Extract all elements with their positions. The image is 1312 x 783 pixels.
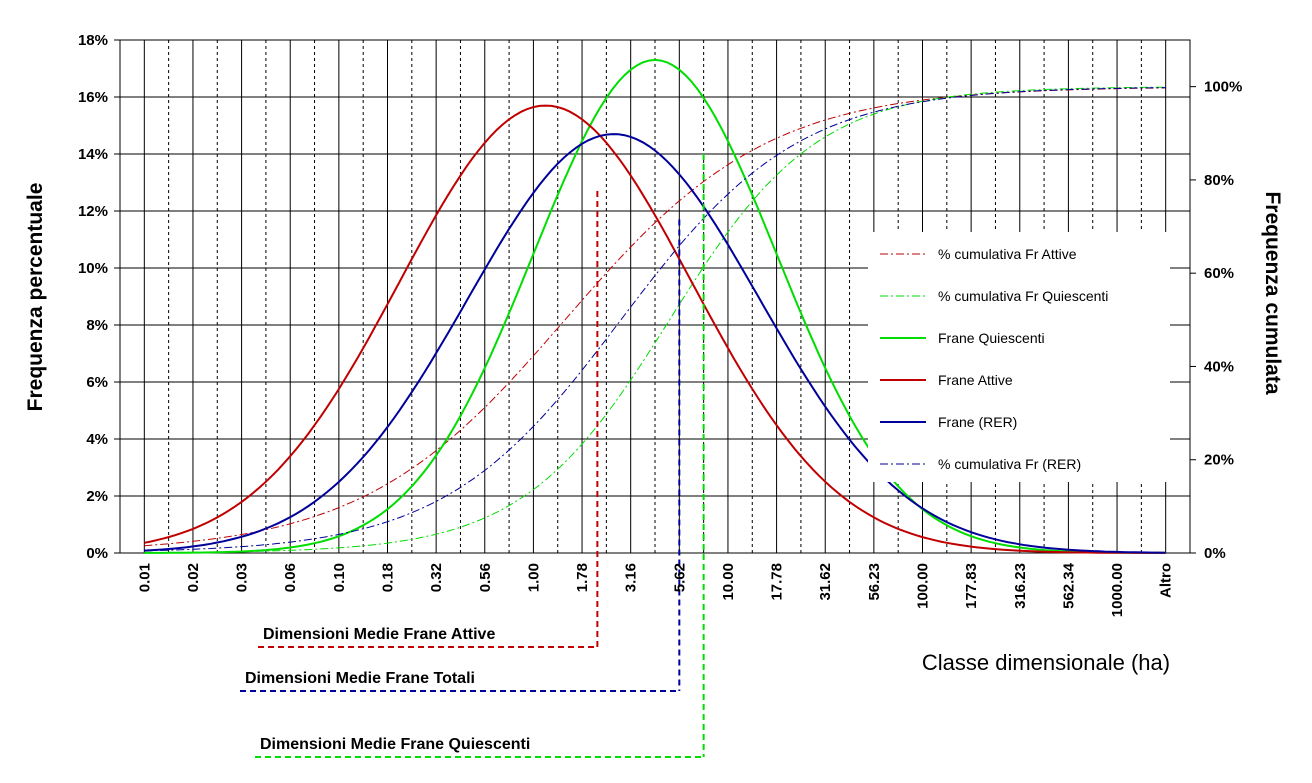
series-frane-attive-line: [144, 104, 1166, 554]
x-tick-label: 0.03: [234, 563, 251, 592]
x-tick-label: 0.32: [428, 563, 445, 592]
legend-frane-attive-label: Frane Attive: [938, 372, 1013, 388]
series-cumulativa-fr-attive-line: [144, 87, 1166, 547]
x-tick-label: 1000.00: [1109, 563, 1126, 617]
legend-cumulativa-fr-rer-label: % cumulativa Fr (RER): [938, 456, 1081, 472]
y-axis-title: Frequenza percentuale: [24, 183, 47, 412]
y-tick-label: 8%: [86, 317, 108, 334]
y-tick-label: 0%: [86, 545, 108, 562]
y2-tick-label: 80%: [1204, 172, 1234, 189]
legend: % cumulativa Fr Attive % cumulativa Fr Qu…: [868, 232, 1170, 482]
y-tick-label: 6%: [86, 374, 108, 391]
legend-frane-rer-label: Frane (RER): [938, 414, 1017, 430]
annotation-label: Dimensioni Medie Frane Attive: [263, 626, 495, 643]
series-cumulativa-fr-rer-line: [144, 87, 1166, 552]
x-tick-label: 31.62: [817, 563, 834, 601]
series-frane-rer-line: [144, 133, 1166, 554]
y-tick-label: 14%: [78, 146, 108, 163]
y2-axis-title: Frequenza cumulata: [1261, 191, 1284, 394]
x-tick-label: 0.56: [477, 563, 494, 592]
y2-tick-label: 100%: [1204, 79, 1242, 96]
y2-tick-label: 60%: [1204, 265, 1234, 282]
y-tick-label: 2%: [86, 488, 108, 505]
x-tick-label: 1.00: [525, 563, 542, 592]
y2-tick-label: 20%: [1204, 452, 1234, 469]
x-tick-label: 0.18: [380, 563, 397, 592]
legend-cumulativa-fr-quiescenti-label: % cumulativa Fr Quiescenti: [938, 288, 1108, 304]
x-tick-label: 562.34: [1060, 562, 1077, 609]
annotation-layer: Dimensioni Medie Frane Attive Dimensioni …: [240, 154, 705, 758]
x-tick-label: 316.23: [1012, 563, 1029, 609]
axes: 0% 2% 4% 6% 8% 10% 12% 14% 16% 18% 0% 20% 40% 60% 80% 1…: [78, 32, 1242, 617]
y-tick-label: 10%: [78, 260, 108, 277]
x-tick-label: 0.01: [136, 563, 153, 592]
y-tick-label: 16%: [78, 89, 108, 106]
x-tick-label: 56.23: [866, 563, 883, 601]
annotation-label: Dimensioni Medie Frane Totali: [245, 670, 475, 687]
legend-box: [868, 232, 1170, 482]
legend-frane-quiescenti-label: Frane Quiescenti: [938, 330, 1045, 346]
x-tick-label: 17.78: [769, 563, 786, 601]
x-tick-label: 0.06: [282, 563, 299, 592]
series-cumulativa-fr-quiescenti-line: [144, 86, 1166, 554]
x-tick-label: 1.78: [574, 563, 591, 592]
y2-tick-label: 0%: [1204, 545, 1226, 562]
x-tick-label: 100.00: [915, 563, 932, 609]
x-axis-title: Classe dimensionale (ha): [922, 650, 1170, 675]
y-tick-label: 18%: [78, 32, 108, 49]
y2-tick-label: 40%: [1204, 358, 1234, 375]
x-tick-label: 0.10: [331, 563, 348, 592]
x-tick-label: 3.16: [623, 563, 640, 592]
x-tick-label: 10.00: [720, 563, 737, 601]
series-layer: [144, 58, 1166, 554]
x-tick-label: 5.62: [671, 563, 688, 592]
x-tick-label: 177.83: [963, 563, 980, 609]
y-tick-label: 4%: [86, 431, 108, 448]
x-tick-label: Altro: [1158, 563, 1175, 598]
series-frane-quiescenti-line: [144, 58, 1166, 554]
legend-cumulativa-fr-attive-label: % cumulativa Fr Attive: [938, 246, 1077, 262]
x-tick-label: 0.02: [185, 563, 202, 592]
y-tick-label: 12%: [78, 203, 108, 220]
annotation-label: Dimensioni Medie Frane Quiescenti: [260, 736, 530, 753]
